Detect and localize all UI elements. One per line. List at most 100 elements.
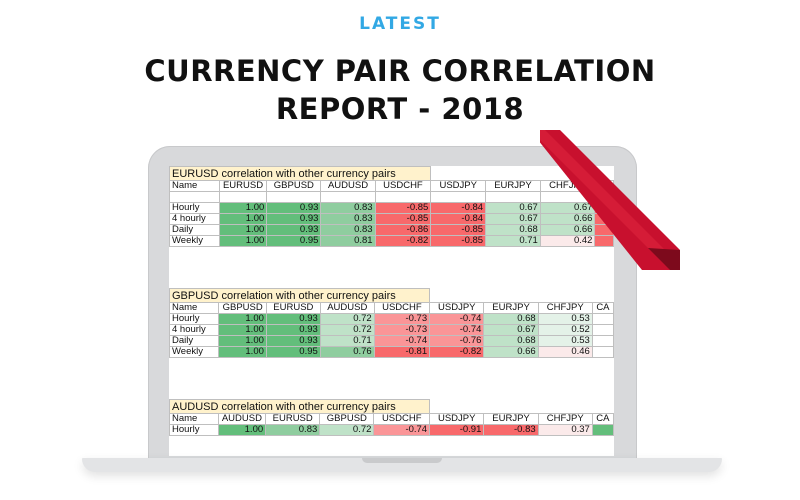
correlation-cell: -0.91 [429,424,485,436]
table-title: GBPUSD correlation with other currency p… [169,288,431,303]
correlation-cell: 0.42 [539,235,596,247]
column-header: USDCHF [374,180,432,192]
correlation-cell: 1.00 [218,313,267,325]
table-title-row: EURUSD correlation with other currency p… [169,166,614,181]
correlation-cell: 0.53 [537,335,593,347]
correlation-cell: -0.73 [373,313,431,325]
table-title: EURUSD correlation with other currency p… [169,166,432,181]
table-title: AUDUSD correlation with other currency p… [169,399,431,414]
correlation-cell: -0.85 [430,224,487,236]
correlation-cell: 0.53 [537,313,593,325]
column-header: CHFJPY [537,302,593,314]
correlation-cell: -0.84 [430,213,487,225]
laptop-base [82,458,722,472]
correlation-cell: 0.67 [483,324,539,336]
table-row: 4 hourly 1.00 0.93 0.83 -0.85 -0.84 0.67 0.66 [169,213,614,225]
correlation-cell: -0.82 [429,346,485,358]
table-title-row: GBPUSD correlation with other currency p… [169,288,614,303]
laptop-frame: EURUSD correlation with other currency p… [148,146,637,464]
row-label: Hourly [169,202,220,214]
correlation-table: EURUSD correlation with other currency p… [169,166,614,247]
correlation-cell: 0.93 [265,313,321,325]
column-header: Name [169,302,220,314]
table-row: Weekly 1.00 0.95 0.81 -0.82 -0.85 0.71 0.42 [169,235,614,247]
correlation-cell: 0.72 [319,324,375,336]
row-label: Weekly [169,346,220,358]
table-header-row: Name EURUSD GBPUSD AUDUSD USDCHF USDJPY EURJPY… [169,180,614,192]
correlation-cell: 0.67 [539,202,596,214]
table-row: Hourly 1.00 0.93 0.72 -0.73 -0.74 0.68 0.53 [169,313,614,325]
column-header: USDJPY [429,302,485,314]
correlation-cell: -0.86 [374,224,432,236]
table-row: Weekly 1.00 0.95 0.76 -0.81 -0.82 0.66 0.46 [169,346,614,358]
correlation-cell: 0.76 [319,346,375,358]
correlation-cell: 0.83 [265,424,321,436]
row-label: 4 hourly [169,324,220,336]
row-label: Daily [169,224,220,236]
correlation-cell [591,335,614,347]
table-row: Hourly 1.00 0.83 0.72 -0.74 -0.91 -0.83 0.37 [169,424,614,436]
correlation-cell [591,346,614,358]
correlation-cell [591,424,614,436]
column-header: CHFJPY [537,413,593,425]
correlation-cell: -0.81 [373,346,431,358]
correlation-cell: 0.93 [266,213,322,225]
ribbon-highlight [540,130,665,265]
correlation-cell: 0.95 [265,346,321,358]
kicker-label: LATEST [359,14,441,34]
correlation-cell: 1.00 [218,213,268,225]
correlation-cell: 0.72 [319,313,375,325]
row-label: 4 hourly [169,213,220,225]
column-header: GBPUSD [266,180,322,192]
correlation-cell: -0.74 [429,324,485,336]
row-label: Hourly [169,313,220,325]
table-header-row: Name GBPUSD EURUSD AUDUSD USDCHF USDJPY EURJPY… [169,302,614,314]
row-label: Daily [169,335,220,347]
correlation-cell: -0.83 [483,424,539,436]
row-label: Hourly [169,424,219,436]
column-header: EURUSD [265,302,321,314]
correlation-cell: -0.85 [374,202,432,214]
correlation-cell: 1.00 [218,235,268,247]
column-header: AUDUSD [320,180,376,192]
correlation-cell: 0.93 [266,224,322,236]
correlation-table: AUDUSD correlation with other currency p… [169,399,614,436]
correlation-cell: 0.83 [320,213,376,225]
correlation-cell: 0.93 [266,202,322,214]
correlation-cell: 0.83 [320,224,376,236]
correlation-cell: 0.52 [537,324,593,336]
correlation-cell: -0.73 [373,324,431,336]
correlation-cell: 1.00 [218,335,267,347]
column-header: USDCHF [373,302,431,314]
column-header: GBPUSD [319,413,375,425]
correlation-cell: -0.85 [430,235,487,247]
correlation-cell: 1.00 [218,224,268,236]
corner-ribbon [540,130,680,270]
correlation-cell: -0.85 [374,213,432,225]
correlation-table: GBPUSD correlation with other currency p… [169,288,614,358]
ribbon-fold [648,248,680,270]
column-header: USDJPY [429,413,485,425]
correlation-cell [591,324,614,336]
title-line-2: REPORT - 2018 [275,92,525,126]
column-header: CA [591,413,614,425]
column-header: EURJPY [485,180,541,192]
correlation-cell: 0.93 [265,335,321,347]
correlation-cell: 0.83 [320,202,376,214]
laptop-screen: EURUSD correlation with other currency p… [169,166,614,456]
title-line-1: CURRENCY PAIR CORRELATION [144,54,656,88]
column-header: AUDUSD [319,302,375,314]
correlation-cell: 0.95 [266,235,322,247]
column-header: EURUSD [218,180,268,192]
correlation-cell: 1.00 [217,424,267,436]
page-title: CURRENCY PAIR CORRELATION REPORT - 2018 [0,52,800,128]
column-header: AUDUSD [217,413,267,425]
correlation-cell: -0.84 [430,202,487,214]
column-header: GBPUSD [218,302,267,314]
correlation-cell: 1.00 [218,324,267,336]
correlation-cell: 0.67 [485,213,541,225]
correlation-cell: -0.74 [373,424,431,436]
correlation-cell: 0.71 [485,235,541,247]
correlation-cell: 0.71 [319,335,375,347]
correlation-cell: 0.67 [485,202,541,214]
